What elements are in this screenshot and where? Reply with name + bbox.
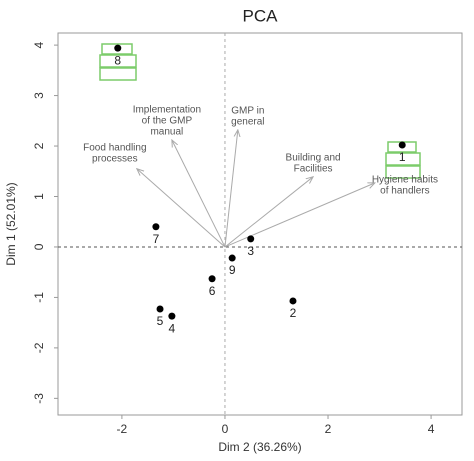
y-tick-label: 4 <box>32 41 46 48</box>
point-label: 9 <box>229 263 236 277</box>
icon <box>99 43 421 179</box>
point-label: 5 <box>157 314 164 328</box>
vector-label: processes <box>92 153 138 164</box>
vector-label: Building and <box>286 152 341 163</box>
point-label: 7 <box>153 232 160 246</box>
vector <box>224 177 313 248</box>
point <box>228 254 236 262</box>
vector-label: Implementation <box>133 105 201 116</box>
y-tick-label: 1 <box>32 193 46 200</box>
vector <box>137 169 226 248</box>
point-label: 3 <box>247 244 254 258</box>
point <box>114 44 122 52</box>
y-axis-label: Dim 1 (52.01%) <box>4 182 18 265</box>
point <box>208 275 216 283</box>
y-tick-label: 3 <box>32 92 46 99</box>
x-tick-label: -2 <box>117 422 128 436</box>
vector-label: of the GMP <box>142 116 193 127</box>
vector <box>172 140 226 248</box>
point-label: 6 <box>209 284 216 298</box>
point <box>289 297 297 305</box>
point-label: 1 <box>399 150 406 164</box>
plot-frame <box>57 32 463 416</box>
vector-label: Food handling <box>83 142 146 153</box>
x-tick-label: 2 <box>325 422 332 436</box>
y-tick-label: 2 <box>32 142 46 149</box>
point-label: 2 <box>290 306 297 320</box>
vector-label: of handlers <box>380 186 429 197</box>
vector-label: Facilities <box>294 163 333 174</box>
vector-label: GMP in <box>231 106 264 117</box>
vector-label: Hygiene habits <box>372 175 438 186</box>
x-tick-label: 0 <box>222 422 229 436</box>
y-tick-label: 0 <box>32 243 46 250</box>
point <box>168 312 176 320</box>
y-tick-label: -1 <box>32 292 46 303</box>
point-label: 4 <box>169 321 176 335</box>
y-tick-label: -3 <box>32 393 46 404</box>
x-tick-label: 4 <box>428 422 435 436</box>
point <box>398 141 406 149</box>
point <box>247 235 255 243</box>
vector-label: general <box>231 117 264 128</box>
vector <box>224 130 238 248</box>
point <box>156 305 164 313</box>
point <box>152 223 160 231</box>
vector-label: manual <box>150 127 183 138</box>
point-label: 8 <box>114 53 121 67</box>
x-axis-label: Dim 2 (36.26%) <box>218 440 301 454</box>
chart-title: PCA <box>243 6 279 25</box>
vector <box>224 183 375 248</box>
y-tick-label: -2 <box>32 342 46 353</box>
